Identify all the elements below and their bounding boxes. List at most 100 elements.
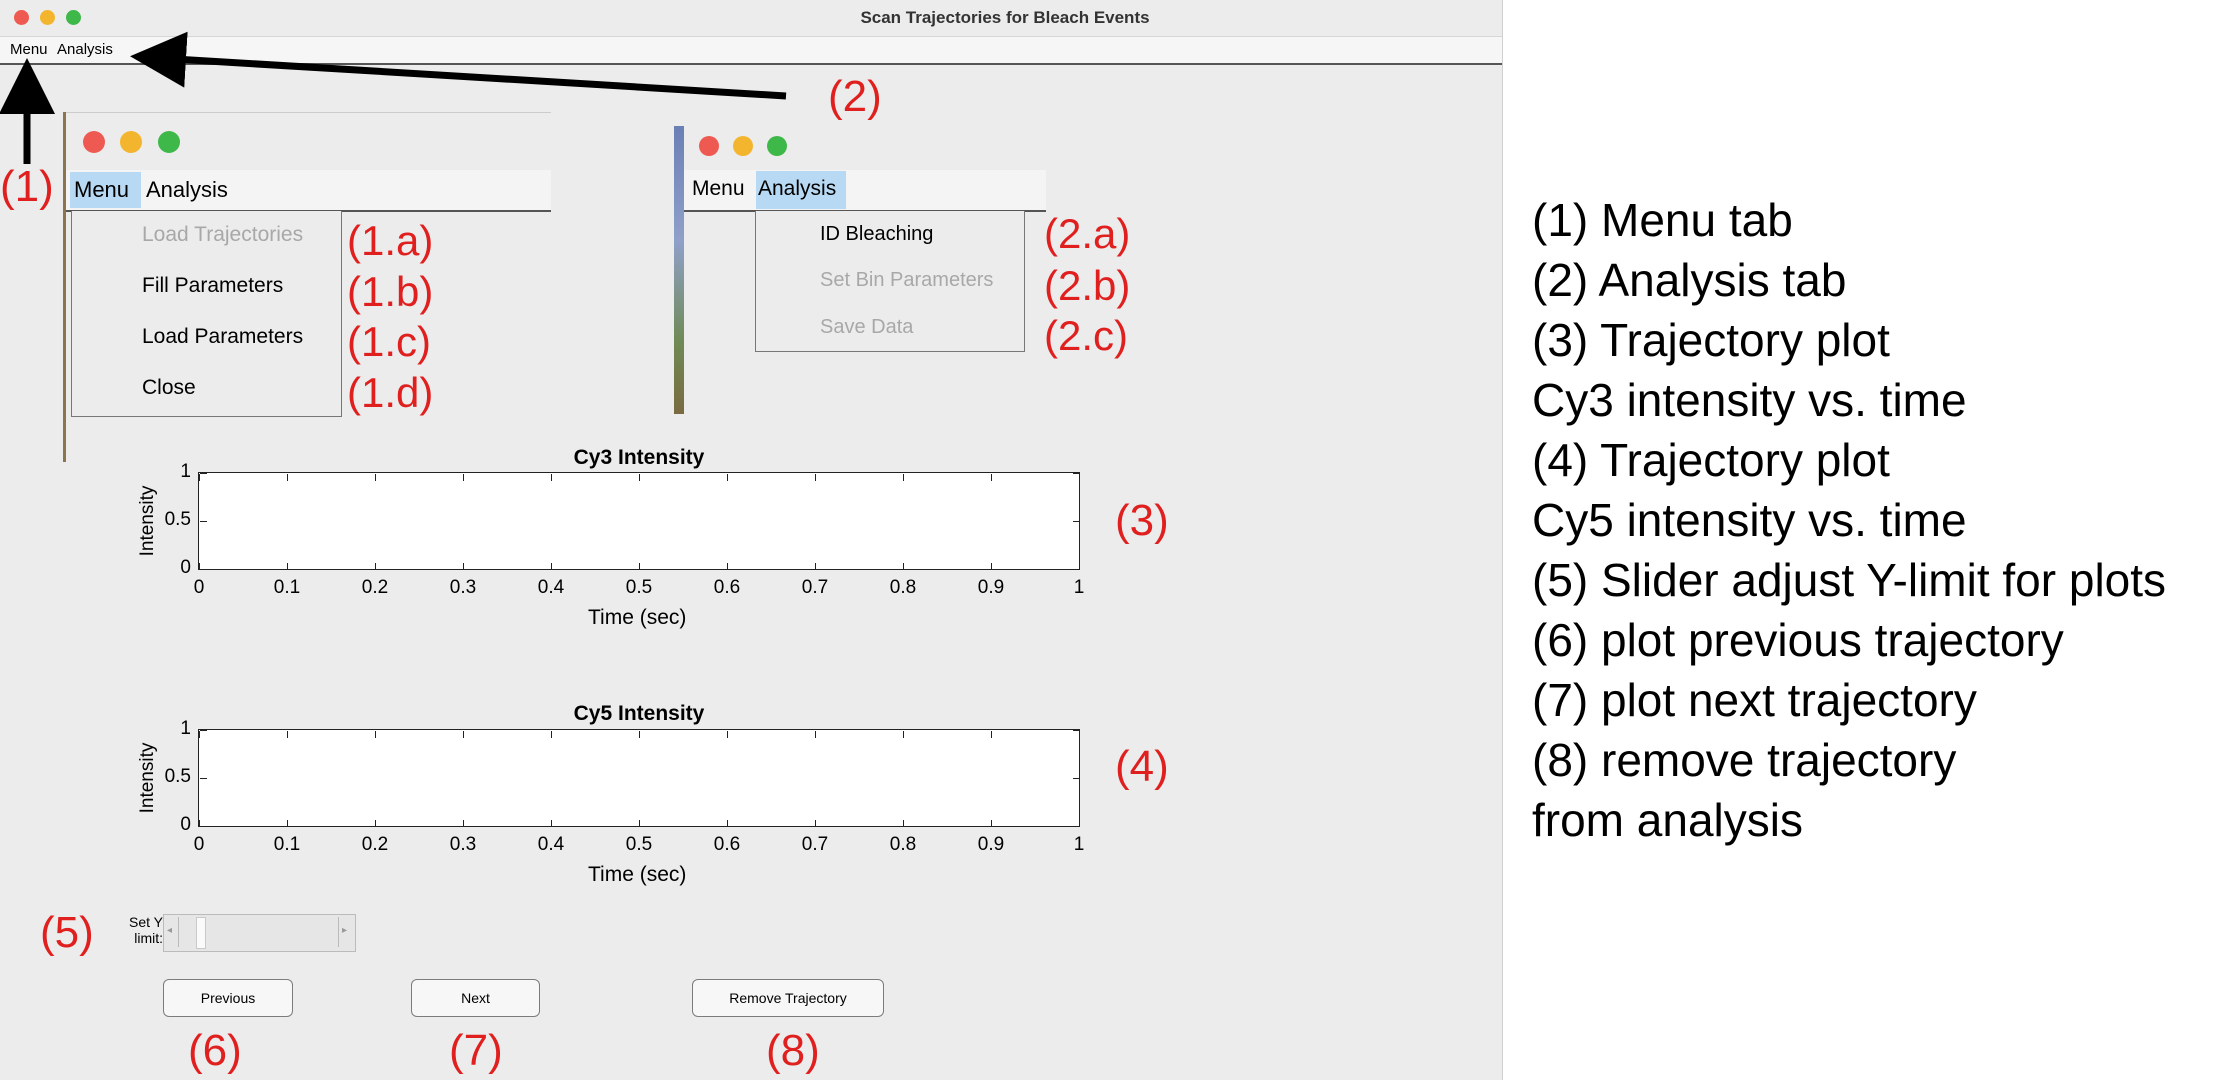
x-tick-label: 0.4 — [537, 577, 565, 598]
slider-left-arrow-icon[interactable]: ◂ — [167, 925, 173, 936]
next-button[interactable]: Next — [411, 979, 540, 1017]
x-tick-mark — [375, 731, 376, 738]
y-tick-mark — [1073, 826, 1080, 827]
x-tick-mark — [815, 820, 816, 827]
callout-3: (3) — [1115, 496, 1169, 545]
analysis-dropdown: ID Bleaching Set Bin Parameters Save Dat… — [755, 211, 1025, 352]
x-tick-label: 0.1 — [273, 577, 301, 598]
x-tick-label: 0.8 — [889, 834, 917, 855]
x-tick-mark — [463, 820, 464, 827]
y-tick-mark — [200, 826, 207, 827]
y-tick-label: 1 — [180, 718, 191, 739]
x-tick-mark — [551, 820, 552, 827]
x-tick-mark — [639, 563, 640, 570]
x-tick-label: 0.1 — [273, 834, 301, 855]
analysis-tab[interactable]: Analysis — [146, 177, 228, 202]
x-tick-mark — [1079, 563, 1080, 570]
x-tick-mark — [287, 474, 288, 481]
analysis-tab-highlight — [756, 171, 846, 209]
menu-tab-highlight — [70, 172, 141, 208]
x-tick-mark — [1079, 820, 1080, 827]
close-window-button[interactable] — [83, 131, 105, 153]
y-tick-mark — [1073, 473, 1080, 474]
zoom-window-button[interactable] — [767, 136, 787, 156]
slider-thumb[interactable] — [196, 917, 206, 949]
x-tick-mark — [727, 820, 728, 827]
x-tick-mark — [199, 474, 200, 481]
legend-line: (5) Slider adjust Y-limit for plots — [1532, 554, 2167, 606]
x-tick-mark — [551, 474, 552, 481]
x-tick-mark — [463, 731, 464, 738]
x-tick-mark — [991, 731, 992, 738]
minimize-window-button[interactable] — [120, 131, 142, 153]
remove-trajectory-button[interactable]: Remove Trajectory — [692, 979, 884, 1017]
annotation-arrows — [0, 31, 787, 164]
analysis-tab[interactable]: Analysis — [57, 41, 113, 58]
x-tick-label: 0.9 — [977, 577, 1005, 598]
x-tick-label: 0.8 — [889, 577, 917, 598]
analysis-popup-titlebar — [684, 126, 1046, 170]
x-tick-mark — [375, 820, 376, 827]
minimize-window-button[interactable] — [733, 136, 753, 156]
analysis-tab[interactable]: Analysis — [758, 177, 837, 200]
y-limit-slider[interactable]: ◂ ▸ — [163, 914, 356, 952]
x-tick-mark — [903, 563, 904, 570]
slider-right-arrow-icon[interactable]: ▸ — [342, 925, 348, 936]
callout-7: (7) — [449, 1026, 503, 1075]
legend-line: Cy3 intensity vs. time — [1532, 374, 1967, 426]
callout-2a: (2.a) — [1044, 210, 1131, 257]
y-tick-mark — [200, 569, 207, 570]
x-tick-mark — [815, 731, 816, 738]
previous-button[interactable]: Previous — [163, 979, 293, 1017]
y-tick-mark — [200, 473, 207, 474]
minimize-window-button[interactable] — [40, 10, 55, 25]
menu-tab[interactable]: Menu — [692, 177, 745, 200]
set-bin-parameters-item[interactable]: Set Bin Parameters — [820, 269, 994, 291]
x-tick-mark — [991, 563, 992, 570]
load-trajectories-item[interactable]: Load Trajectories — [142, 223, 304, 246]
load-parameters-item[interactable]: Load Parameters — [142, 325, 304, 348]
legend-line: (6) plot previous trajectory — [1532, 614, 2064, 666]
legend-line: (4) Trajectory plot — [1532, 434, 1890, 486]
x-tick-mark — [815, 474, 816, 481]
y-tick-mark — [1073, 730, 1080, 731]
arrow-to-analysis — [130, 31, 787, 100]
callout-1b: (1.b) — [347, 268, 434, 315]
x-tick-mark — [727, 731, 728, 738]
x-tick-mark — [199, 731, 200, 738]
x-tick-label: 0.7 — [801, 577, 829, 598]
legend-line: (7) plot next trajectory — [1532, 674, 1977, 726]
x-tick-mark — [903, 474, 904, 481]
id-bleaching-item[interactable]: ID Bleaching — [820, 223, 934, 245]
x-tick-mark — [551, 731, 552, 738]
save-data-item[interactable]: Save Data — [820, 316, 914, 338]
legend-line: (3) Trajectory plot — [1532, 314, 1890, 366]
x-tick-mark — [903, 731, 904, 738]
menu-tab[interactable]: Menu — [74, 177, 130, 202]
y-tick-mark — [200, 521, 207, 522]
zoom-window-button[interactable] — [158, 131, 180, 153]
x-tick-mark — [463, 563, 464, 570]
x-tick-mark — [375, 474, 376, 481]
x-tick-label: 0.7 — [801, 834, 829, 855]
x-tick-mark — [815, 563, 816, 570]
close-window-button[interactable] — [14, 10, 29, 25]
menu-popup-titlebar — [66, 112, 551, 171]
y-tick-label: 0.5 — [164, 509, 191, 530]
callout-2b: (2.b) — [1044, 262, 1131, 309]
x-tick-mark — [991, 474, 992, 481]
x-tick-mark — [1079, 474, 1080, 481]
x-tick-mark — [903, 820, 904, 827]
x-tick-mark — [199, 563, 200, 570]
y-tick-mark — [1073, 569, 1080, 570]
close-item[interactable]: Close — [142, 376, 196, 399]
cy3-trajectory-plot — [198, 472, 1080, 570]
fill-parameters-item[interactable]: Fill Parameters — [142, 274, 284, 297]
menu-tab[interactable]: Menu — [10, 41, 48, 58]
cy3-plot-title: Cy3 Intensity — [573, 446, 705, 469]
x-tick-label: 0.3 — [449, 577, 477, 598]
y-tick-mark — [200, 778, 207, 779]
legend-line: (1) Menu tab — [1532, 194, 1793, 246]
zoom-window-button[interactable] — [66, 10, 81, 25]
close-window-button[interactable] — [699, 136, 719, 156]
